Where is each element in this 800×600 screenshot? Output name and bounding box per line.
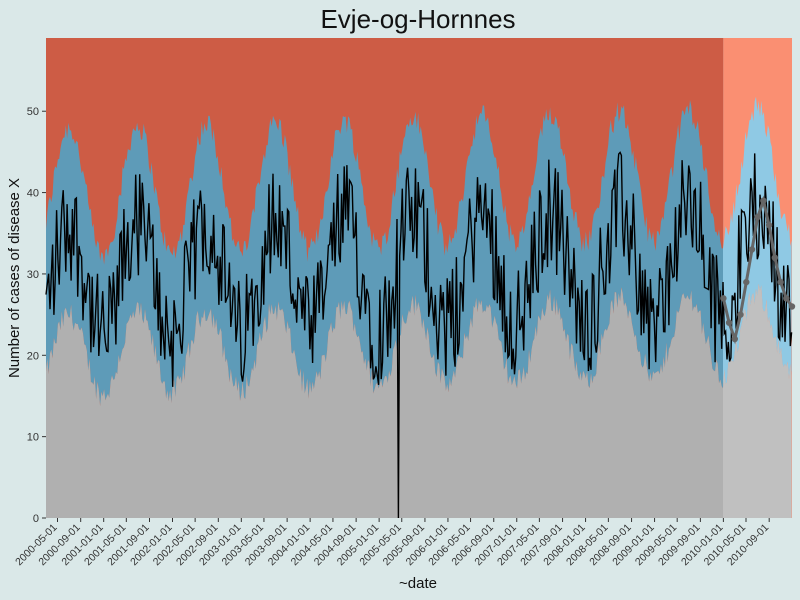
y-tick-label: 20 [27, 350, 39, 362]
predicted-point [760, 197, 767, 204]
predicted-point [777, 278, 784, 286]
predicted-point [743, 278, 750, 286]
below-threshold-band [46, 287, 723, 518]
predicted-point [748, 246, 756, 253]
predicted-point [737, 311, 744, 318]
x-axis-title: ~date [399, 575, 437, 592]
y-axis: 0 10 20 30 40 50 [27, 106, 46, 525]
predicted-point [771, 254, 778, 261]
y-tick-label: 40 [27, 188, 39, 200]
y-tick-label: 50 [27, 106, 39, 118]
predicted-point [720, 295, 727, 302]
plot-area [45, 38, 796, 519]
predicted-point [754, 213, 761, 221]
predicted-point [783, 295, 790, 302]
y-tick-label: 0 [33, 513, 39, 525]
x-axis: 2000-05-012000-09-012001-01-012001-05-01… [13, 518, 771, 568]
y-tick-label: 10 [27, 432, 39, 444]
y-axis-title: Number of cases of disease X [6, 178, 23, 378]
predicted-point [765, 221, 773, 229]
prediction-below-threshold-band [723, 283, 792, 518]
predicted-point [725, 319, 733, 326]
chart-title: Evje-og-Hornnes [320, 4, 515, 34]
normal-range-band [46, 100, 723, 407]
observed-cases-line [45, 151, 793, 519]
predicted-point [731, 335, 738, 343]
predicted-point [788, 303, 796, 310]
y-tick-label: 30 [27, 269, 39, 281]
